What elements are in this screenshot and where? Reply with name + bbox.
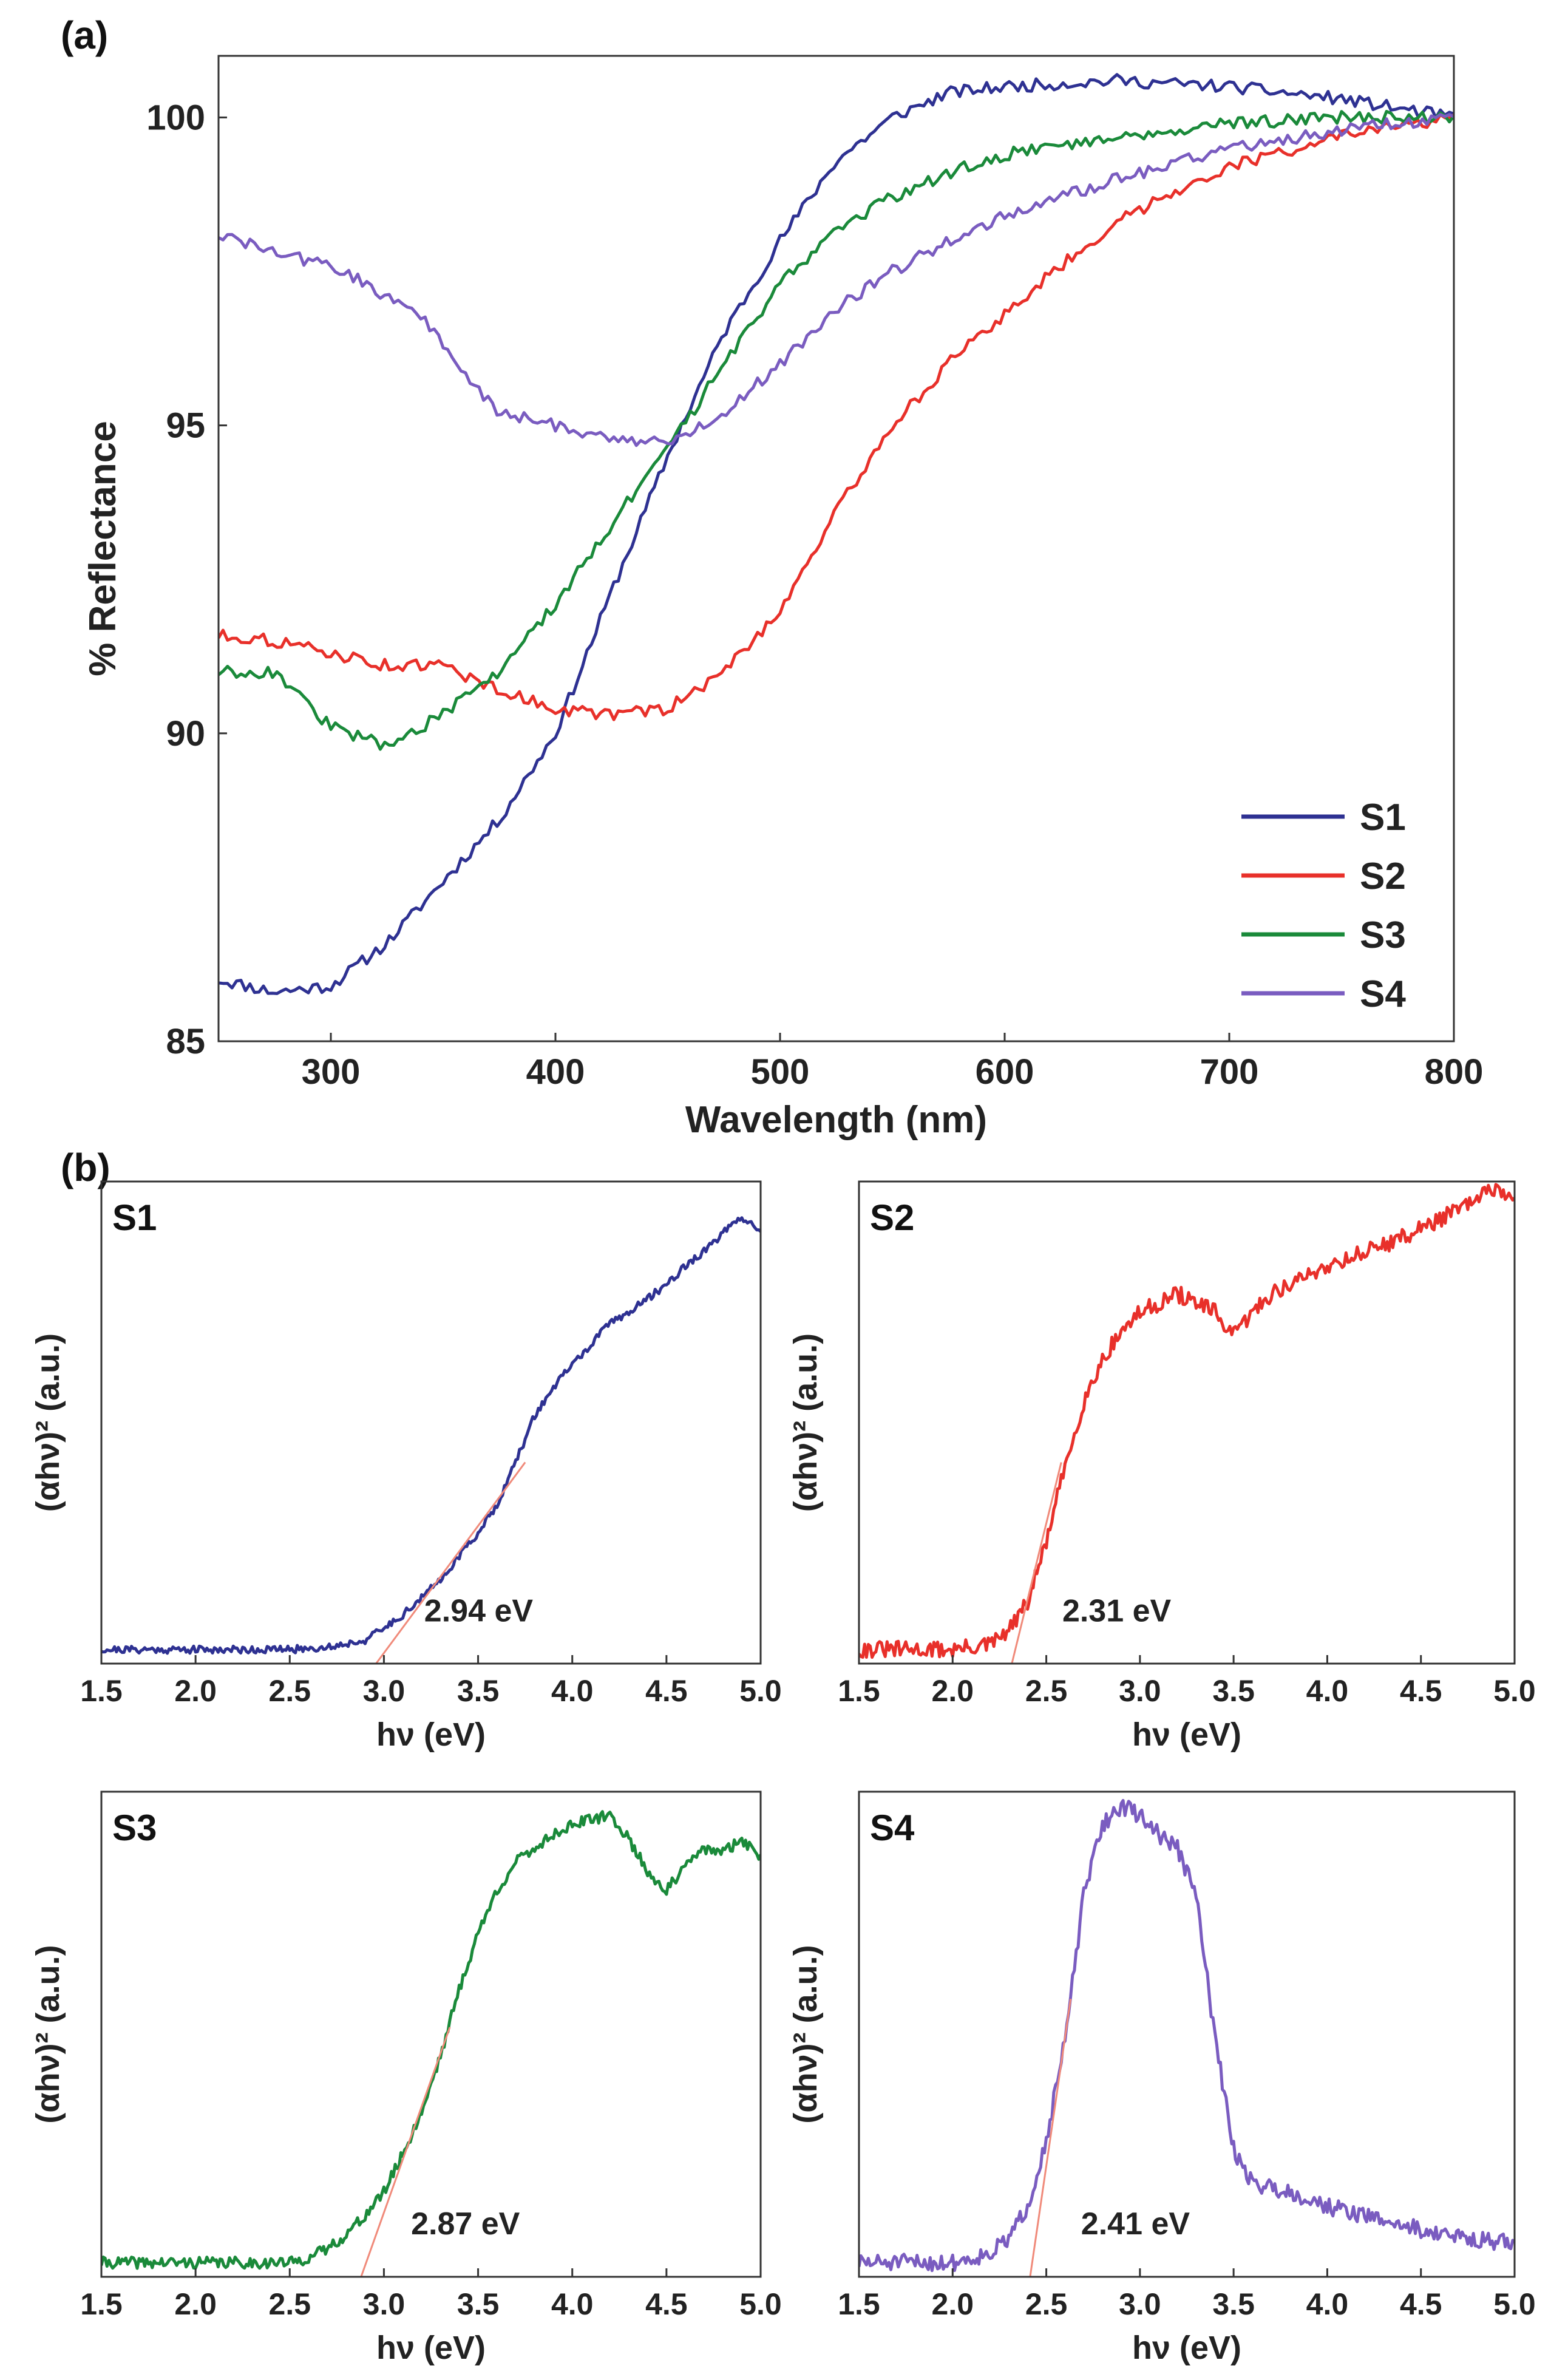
- x-tick-label: 5.0: [1493, 1674, 1536, 1708]
- panel-b-tag: (b): [61, 1146, 110, 1189]
- x-tick-label: 5.0: [739, 2287, 782, 2321]
- x-tick-label: 4.5: [645, 2287, 688, 2321]
- y-tick-label: 85: [166, 1022, 205, 1061]
- x-tick-label: 1.5: [838, 1674, 880, 1708]
- tauc-plot-s1: 2.94 eV S1 1.5 2.0 2.5 3.0 3.5 4.0 4.5 5.0 hν (eV)…: [30, 1180, 782, 1753]
- x-tick-label: 4.0: [551, 2287, 594, 2321]
- x-tick-label: 2.0: [932, 1674, 974, 1708]
- x-tick-label: 4.0: [1306, 2287, 1349, 2321]
- x-axis-title: hν (eV): [376, 2330, 486, 2366]
- legend-label-s3: S3: [1360, 914, 1406, 956]
- sample-label: S3: [112, 1807, 157, 1848]
- y-tick-label: 90: [166, 714, 205, 753]
- bandgap-label: 2.87 eV: [411, 2206, 520, 2242]
- x-tick-label: 2.5: [1025, 2287, 1068, 2321]
- x-axis-title: Wavelength (nm): [685, 1099, 987, 1141]
- panel-a-tag: (a): [61, 13, 108, 57]
- x-tick-label: 700: [1200, 1052, 1259, 1092]
- plot-area: [101, 1216, 761, 1664]
- x-axis-title: hν (eV): [376, 1716, 486, 1753]
- x-tick-label: 2.0: [932, 2287, 974, 2321]
- x-tick-label: 3.0: [1119, 1674, 1161, 1708]
- series-line-s2: [219, 113, 1454, 721]
- x-tick-label: 1.5: [80, 1674, 123, 1708]
- series-line-s3: [219, 110, 1454, 751]
- x-tick-label: 800: [1425, 1052, 1484, 1092]
- x-tick-label: 3.5: [457, 1674, 500, 1708]
- legend-label-s2: S2: [1360, 855, 1406, 897]
- x-axis-title: hν (eV): [1132, 1716, 1241, 1753]
- x-tick-label: 4.5: [645, 1674, 688, 1708]
- x-tick-label: 4.5: [1400, 1674, 1442, 1708]
- x-tick-label: 600: [976, 1052, 1034, 1092]
- plot-area: [859, 1799, 1515, 2277]
- plot-frame: [858, 1790, 1516, 2278]
- bandgap-label: 2.94 eV: [424, 1594, 534, 1629]
- y-axis-title: (αhν)² (a.u.): [787, 1333, 824, 1512]
- x-tick-label: 2.5: [269, 1674, 311, 1708]
- y-axis-title: (αhν)² (a.u.): [30, 1945, 66, 2123]
- x-tick-label: 3.0: [1119, 2287, 1161, 2321]
- legend-label-s1: S1: [1360, 797, 1406, 838]
- reflectance-chart: 300 400 500 600 700 800 85 90 95 100 Wavelength (n…: [82, 55, 1484, 1141]
- x-tick-label: 400: [526, 1052, 585, 1092]
- y-tick-label: 95: [166, 406, 205, 446]
- sample-label: S2: [870, 1197, 914, 1238]
- plot-frame: [217, 55, 1455, 1042]
- fit-line: [375, 1461, 526, 1664]
- legend: S1 S2 S3 S4: [1241, 797, 1406, 1015]
- x-tick-label: 3.5: [457, 2287, 500, 2321]
- y-axis-title: (αhν)² (a.u.): [787, 1945, 824, 2123]
- tauc-plot-s2: 2.31 eV S2 1.5 2.0 2.5 3.0 3.5 4.0 4.5 5.0 hν (eV)…: [787, 1180, 1536, 1753]
- plot-frame: [100, 1790, 762, 2278]
- bandgap-label: 2.41 eV: [1081, 2206, 1190, 2242]
- x-tick-label: 4.0: [1306, 1674, 1349, 1708]
- series-line-s4: [219, 113, 1454, 447]
- tauc-plot-s3: 2.87 eV S3 1.5 2.0 2.5 3.0 3.5 4.0 4.5 5.0 hν (eV)…: [30, 1790, 782, 2366]
- sample-label: S4: [870, 1807, 915, 1848]
- plot-frame: [100, 1180, 762, 1665]
- x-tick-label: 3.5: [1212, 1674, 1255, 1708]
- fit-line: [1011, 1462, 1062, 1664]
- x-tick-label: 500: [751, 1052, 810, 1092]
- x-tick-label: 2.5: [1025, 1674, 1068, 1708]
- x-tick-label: 5.0: [739, 1674, 782, 1708]
- x-tick-label: 2.0: [174, 1674, 217, 1708]
- y-axis-title: % Reflectance: [82, 421, 124, 676]
- tauc-plot-s4: 2.41 eV S4 1.5 2.0 2.5 3.0 3.5 4.0 4.5 5.0 hν (eV)…: [787, 1790, 1536, 2366]
- x-tick-label: 3.0: [363, 2287, 406, 2321]
- plot-area: [219, 73, 1454, 995]
- plot-area: [101, 1810, 761, 2277]
- x-tick-label: 2.0: [174, 2287, 217, 2321]
- x-axis-title: hν (eV): [1132, 2330, 1241, 2366]
- series-line-s1: [219, 73, 1454, 995]
- x-tick-label: 5.0: [1493, 2287, 1536, 2321]
- series-line-s1: [101, 1216, 761, 1655]
- y-axis-title: (αhν)² (a.u.): [30, 1333, 66, 1512]
- series-line-s2: [859, 1183, 1515, 1659]
- legend-label-s4: S4: [1360, 973, 1406, 1015]
- fit-line: [360, 2027, 451, 2277]
- x-tick-label: 4.0: [551, 1674, 594, 1708]
- x-tick-label: 1.5: [80, 2287, 123, 2321]
- sample-label: S1: [112, 1197, 157, 1238]
- x-tick-label: 1.5: [838, 2287, 880, 2321]
- series-line-s3: [101, 1810, 761, 2270]
- x-tick-label: 4.5: [1400, 2287, 1442, 2321]
- series-line-s4: [859, 1799, 1515, 2273]
- plot-area: [859, 1183, 1515, 1664]
- plot-frame: [858, 1180, 1516, 1665]
- x-tick-label: 2.5: [269, 2287, 311, 2321]
- x-tick-label: 3.0: [363, 1674, 406, 1708]
- bandgap-label: 2.31 eV: [1062, 1594, 1172, 1629]
- x-tick-label: 300: [302, 1052, 361, 1092]
- fit-line: [1029, 1999, 1072, 2277]
- y-tick-label: 100: [146, 98, 205, 137]
- x-tick-label: 3.5: [1212, 2287, 1255, 2321]
